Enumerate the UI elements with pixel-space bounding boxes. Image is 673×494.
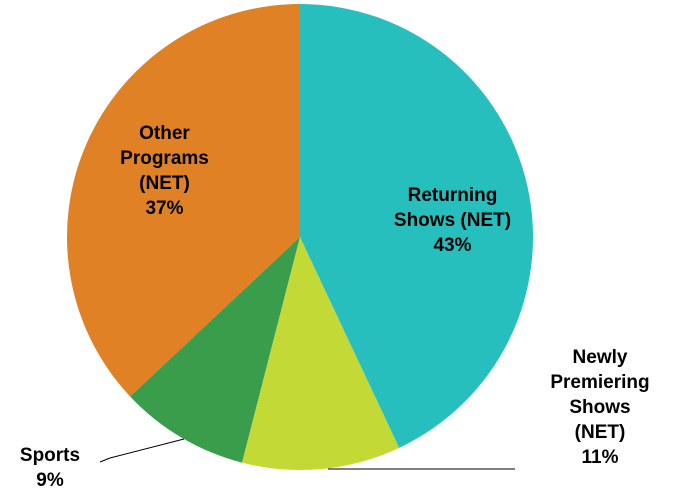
category-label: Sports xyxy=(19,445,81,466)
leader-line xyxy=(99,438,185,463)
slice-label: Other Programs (NET) 37% xyxy=(112,121,217,221)
category-label: Returning Shows (NET) xyxy=(393,185,512,231)
value-label: 9% xyxy=(36,470,64,491)
pie-slice xyxy=(130,237,300,463)
category-label: Newly Premiering Shows (NET) xyxy=(550,347,650,443)
slice-label: Newly Premiering Shows (NET) 11% xyxy=(545,345,655,470)
pie-slice xyxy=(66,4,300,397)
slice-label: Sports 9% xyxy=(0,443,100,493)
value-label: 11% xyxy=(581,447,619,468)
slice-label: Returning Shows (NET) 43% xyxy=(385,183,520,258)
pie-slice xyxy=(242,237,400,470)
category-label: Other Programs (NET) xyxy=(120,123,209,194)
value-label: 43% xyxy=(433,235,472,256)
pie-slice xyxy=(300,4,533,448)
value-label: 37% xyxy=(145,198,184,219)
